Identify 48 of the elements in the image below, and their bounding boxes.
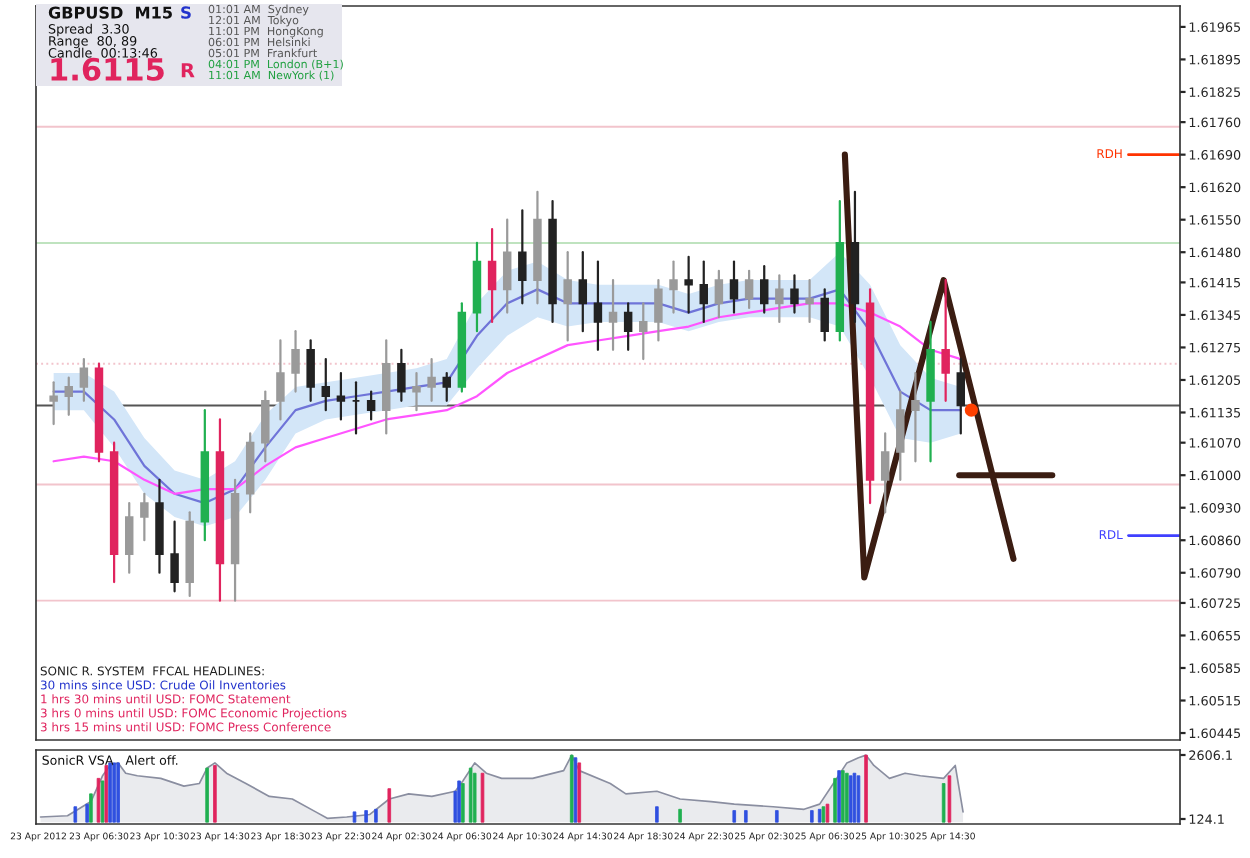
candlestick [911,371,920,463]
candlestick [563,251,572,342]
candlestick [336,371,346,421]
candlestick [427,357,436,402]
candlestick [790,274,799,314]
candlestick [140,492,149,542]
candlestick [442,371,451,402]
candlestick [291,330,300,393]
candlestick [684,255,693,314]
annotation: R [181,63,195,78]
candlestick [639,302,648,361]
candlestick [397,348,406,402]
candlestick [744,269,754,310]
candlestick [699,260,708,324]
candlestick [276,339,285,421]
candlestick [654,278,663,342]
candlestick [820,288,829,342]
candlestick [608,278,618,351]
candlestick [714,269,724,319]
candlestick [366,390,376,421]
candlestick [321,357,331,412]
annotation: S [181,6,191,19]
candlestick [896,390,905,481]
candlestick [306,339,315,402]
chart-title: GBPUSD M15 [48,6,172,19]
candlestick [593,260,603,351]
candlestick [382,339,391,435]
candlestick [170,520,179,593]
candlestick [941,278,950,402]
candlestick [124,501,134,574]
candlestick [956,357,966,435]
candlestick [729,260,739,314]
candlestick [578,251,588,333]
candlestick [412,371,421,412]
candlestick [880,432,890,514]
candlestick [775,274,784,324]
candlestick [261,390,270,463]
candlestick [805,278,814,324]
candlestick [487,227,497,324]
candlestick [64,376,73,416]
annotation: 1.6115 [51,57,164,81]
candlestick [79,357,89,402]
candlestick [518,209,527,305]
candlestick [669,260,678,314]
candlestick [502,218,512,314]
candlestick [49,381,58,426]
candlestick [623,302,633,351]
candlestick [759,265,769,314]
